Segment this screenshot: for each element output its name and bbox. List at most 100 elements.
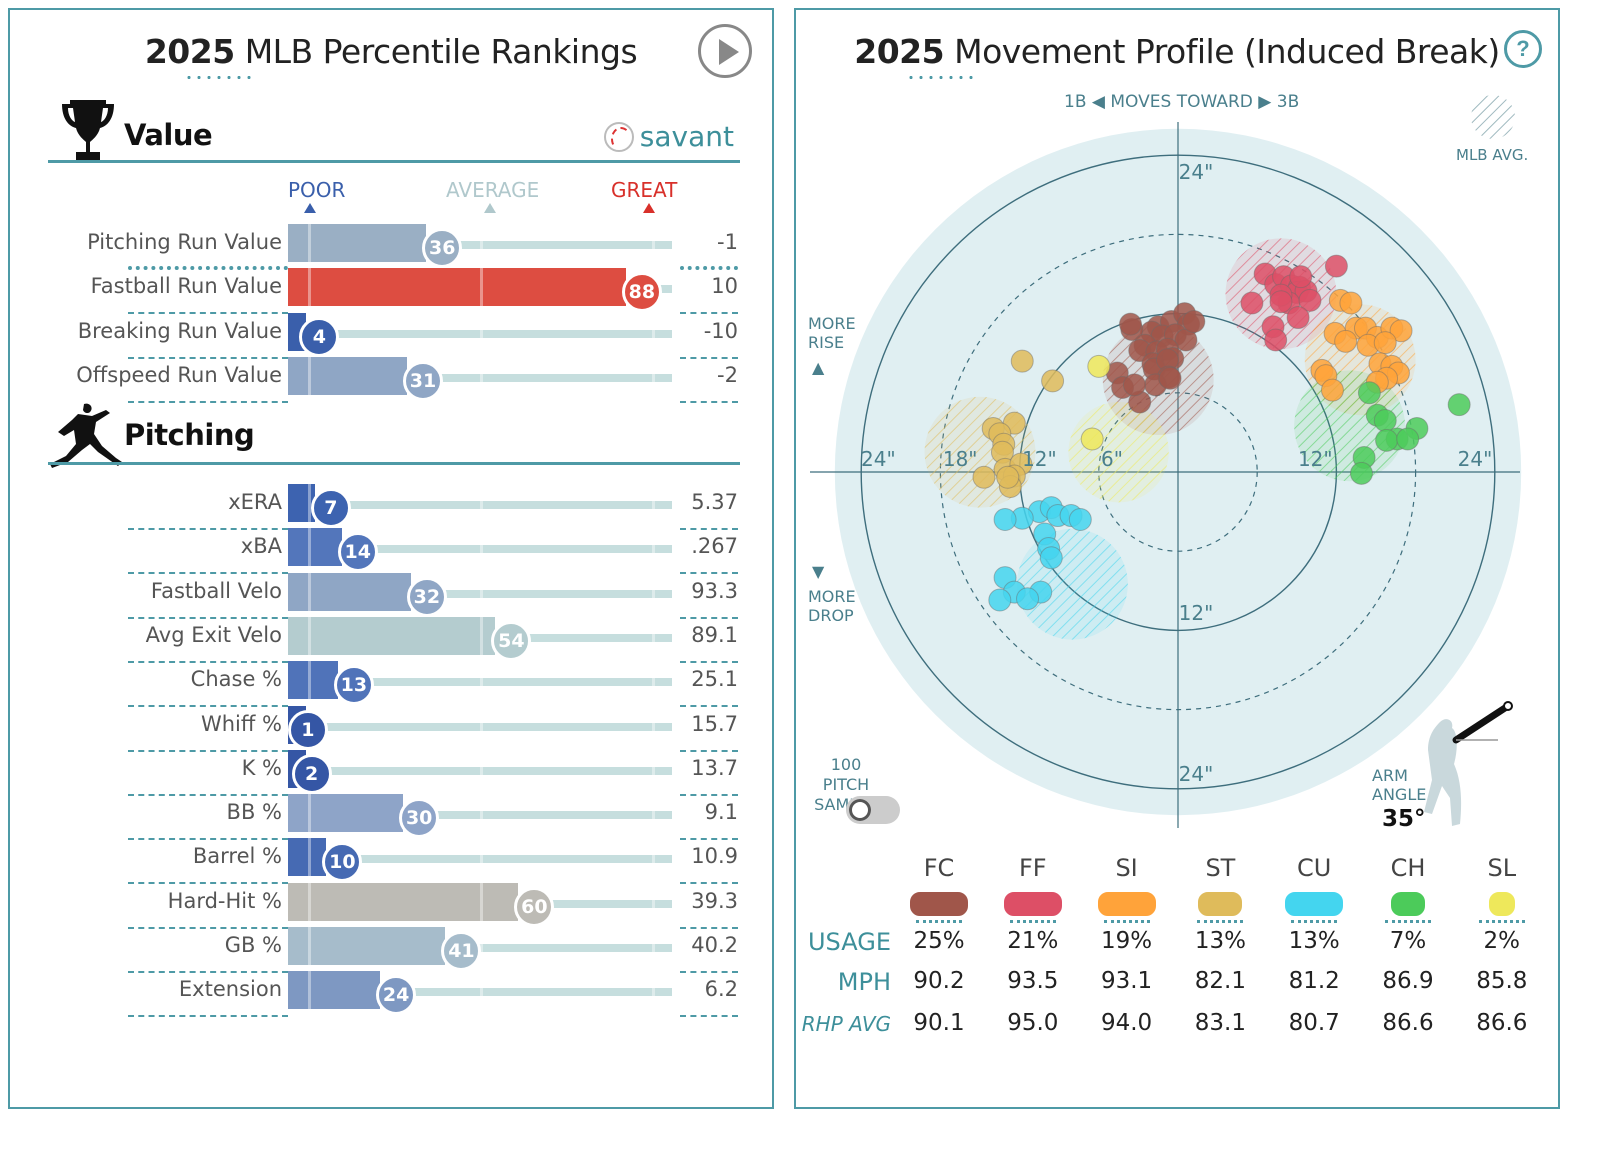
pitch-column-cu[interactable]: CU 13% 81.2 80.7 xyxy=(1269,854,1359,1036)
percentile-track xyxy=(288,855,672,864)
ring-label-top-24: 24" xyxy=(1179,160,1214,184)
metric-value: 93.3 xyxy=(691,578,738,603)
percentile-row[interactable]: Whiff % 1 15.7 xyxy=(10,704,776,752)
pitch-point-st xyxy=(1010,349,1034,373)
savant-brand[interactable]: savant xyxy=(603,120,734,153)
row-divider xyxy=(128,660,288,663)
percentile-row[interactable]: Breaking Run Value 4 -10 xyxy=(10,311,776,359)
percentile-row[interactable]: xERA 7 5.37 xyxy=(10,482,776,530)
poor-tick xyxy=(308,224,311,262)
savant-label: savant xyxy=(639,120,734,153)
percentile-row[interactable]: K % 2 13.7 xyxy=(10,748,776,796)
poor-tick xyxy=(308,661,311,700)
row-divider xyxy=(680,312,738,315)
great-tick xyxy=(652,661,655,700)
pitch-usage: 7% xyxy=(1389,928,1427,954)
pitch-point-ch xyxy=(1373,409,1397,433)
average-tick xyxy=(480,528,483,567)
poor-tick xyxy=(308,971,311,1010)
poor-tick xyxy=(308,528,311,567)
play-button[interactable] xyxy=(698,24,752,78)
percentile-row[interactable]: Offspeed Run Value 31 -2 xyxy=(10,355,776,403)
percentile-row[interactable]: Fastball Run Value 88 10 xyxy=(10,266,776,315)
pitch-mph: 85.8 xyxy=(1476,968,1528,994)
poor-tick xyxy=(308,616,311,655)
percentile-row[interactable]: Avg Exit Velo 54 89.1 xyxy=(10,615,776,663)
percentile-row[interactable]: BB % 30 9.1 xyxy=(10,792,776,841)
value-section-label: Value xyxy=(124,118,213,152)
percentile-row[interactable]: xBA 14 .267 xyxy=(10,526,776,575)
percentile-bar xyxy=(288,224,427,262)
great-tick xyxy=(652,616,655,655)
percentile-row[interactable]: GB % 41 40.2 xyxy=(10,925,776,973)
more-rise-line1: MORE xyxy=(808,314,856,333)
pitch-abbr: ST xyxy=(1205,854,1236,882)
percentile-bar xyxy=(288,572,411,611)
great-tick xyxy=(652,971,655,1010)
percentile-row[interactable]: Extension 24 6.2 xyxy=(10,969,776,1018)
percentile-row[interactable]: Fastball Velo 32 93.3 xyxy=(10,571,776,619)
percentile-badge: 7 xyxy=(310,488,351,528)
average-tick xyxy=(480,794,483,833)
metric-label: Avg Exit Velo xyxy=(145,622,282,647)
pitch-point-fc xyxy=(1118,312,1142,336)
metric-label: BB % xyxy=(226,800,282,825)
pitch-point-ff xyxy=(1286,306,1310,330)
pitch-point-ch xyxy=(1396,427,1420,451)
great-tick xyxy=(652,749,655,788)
percentile-row[interactable]: Barrel % 10 10.9 xyxy=(10,836,776,885)
sample-toggle[interactable] xyxy=(846,796,900,824)
pitch-column-fc[interactable]: FC 25% 90.2 90.1 xyxy=(894,854,984,1036)
percentile-row[interactable]: Chase % 13 25.1 xyxy=(10,659,776,708)
swatch-underline xyxy=(916,920,962,923)
pitch-column-ff[interactable]: FF 21% 93.5 95.0 xyxy=(988,854,1078,1036)
row-divider xyxy=(128,705,288,708)
pitching-section-label: Pitching xyxy=(124,418,255,452)
help-button[interactable]: ? xyxy=(1504,30,1542,68)
pitch-point-fc xyxy=(1158,366,1182,390)
row-divider xyxy=(680,705,738,708)
metric-value: -1 xyxy=(717,230,738,254)
percentile-badge: 10 xyxy=(322,842,363,883)
row-divider xyxy=(680,1015,738,1018)
pitch-column-st[interactable]: ST 13% 82.1 83.1 xyxy=(1175,854,1265,1036)
great-tick xyxy=(652,794,655,833)
percentile-row[interactable]: Pitching Run Value 36 -1 xyxy=(10,222,776,270)
pitch-mph: 86.9 xyxy=(1382,968,1434,994)
percentile-bar xyxy=(288,528,342,567)
percentile-badge: 24 xyxy=(376,975,417,1016)
pitch-point-ff xyxy=(1298,288,1322,312)
percentile-row[interactable]: Hard-Hit % 60 39.3 xyxy=(10,881,776,929)
pitch-column-si[interactable]: SI 19% 93.1 94.0 xyxy=(1082,854,1172,1036)
great-tick xyxy=(652,224,655,262)
arm-angle-line1: ARM xyxy=(1372,766,1408,785)
pitch-point-cu xyxy=(1016,587,1040,611)
percentile-track xyxy=(288,241,672,249)
metric-value: 39.3 xyxy=(691,888,738,913)
mph-row-label: MPH xyxy=(837,968,891,996)
mlb-avg-zone-sl xyxy=(1068,402,1169,503)
poor-tick xyxy=(308,927,311,965)
ring-label-bottom-12: 12" xyxy=(1179,601,1214,625)
row-divider xyxy=(128,838,288,841)
percentile-rankings-panel: 2025 MLB Percentile Rankings Value savan… xyxy=(8,8,774,1109)
pitch-column-ch[interactable]: CH 7% 86.9 86.6 xyxy=(1363,854,1453,1036)
poor-tick xyxy=(308,268,311,307)
arm-angle-label: ARM ANGLE xyxy=(1372,766,1426,804)
row-divider xyxy=(680,400,738,403)
percentile-badge: 2 xyxy=(291,753,332,794)
title-underline xyxy=(184,76,256,79)
metric-value: 89.1 xyxy=(691,622,738,647)
percentile-track xyxy=(288,501,672,509)
row-divider xyxy=(680,882,738,885)
great-tick xyxy=(652,882,655,921)
baseball-icon xyxy=(603,122,634,152)
average-tick xyxy=(480,356,483,395)
movement-profile-panel: 2025 Movement Profile (Induced Break) ? … xyxy=(794,8,1560,1109)
pitch-column-sl[interactable]: SL 2% 85.8 86.6 xyxy=(1457,854,1547,1036)
pitch-point-ch xyxy=(1357,381,1381,405)
more-drop-line1: MORE xyxy=(808,587,856,606)
pitch-color-swatch xyxy=(1001,890,1064,918)
direction-label: 1B ◀ MOVES TOWARD ▶ 3B xyxy=(1064,92,1299,112)
average-tick xyxy=(480,616,483,655)
